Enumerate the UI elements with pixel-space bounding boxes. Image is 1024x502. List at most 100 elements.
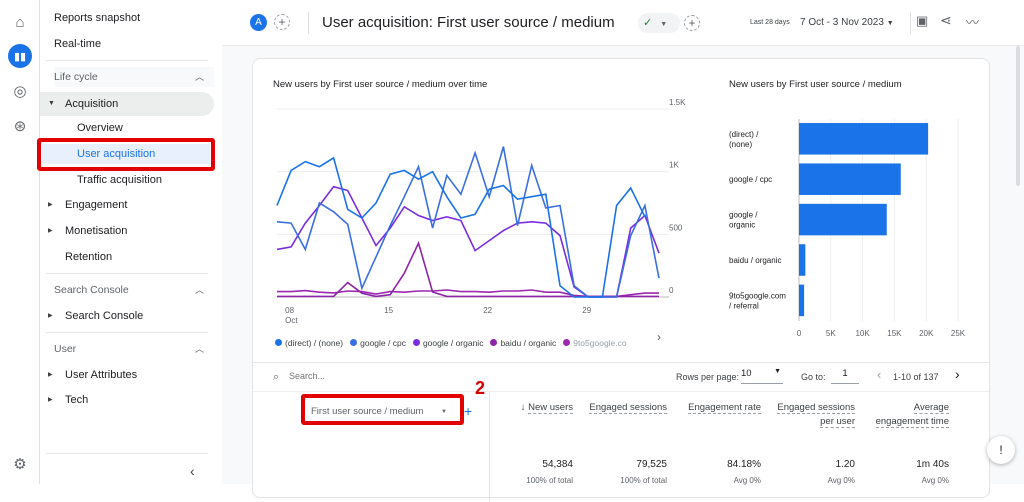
caret-down-icon: ▼ (48, 100, 55, 107)
sidebar-item-user-attributes[interactable]: ▶ User Attributes (40, 365, 215, 385)
annotation-2: 2 (475, 378, 486, 398)
legend-item[interactable]: google / organic (412, 338, 483, 348)
column-total: 54,384 (542, 459, 573, 470)
caret-right-icon: ▶ (48, 397, 53, 403)
home-icon[interactable]: ⌂ (15, 13, 25, 31)
sidebar-item-monetisation[interactable]: ▶ Monetisation (40, 221, 215, 241)
goto-page-input[interactable]: 1 (831, 368, 859, 384)
legend-label: baidu / organic (500, 337, 557, 348)
column-header-label: New users (528, 402, 573, 414)
sidebar-item-overview[interactable]: Overview (77, 122, 123, 134)
sidebar-item-engagement[interactable]: ▶ Engagement (40, 195, 215, 215)
customize-report-icon[interactable]: ▣ (916, 13, 929, 28)
highlight-box-1 (37, 138, 215, 171)
legend-item[interactable]: baidu / organic (490, 338, 556, 348)
column-header-label: Engagement rate (688, 402, 761, 414)
y-tick-label: 1.5K (669, 98, 686, 107)
x-tick-label: 22 (483, 306, 492, 315)
sidebar-item-traffic-acquisition[interactable]: Traffic acquisition (77, 174, 162, 186)
caret-right-icon: ▶ (48, 228, 53, 234)
date-range-value: 7 Oct - 3 Nov 2023 (800, 17, 884, 28)
legend-item[interactable]: google / cpc (350, 338, 406, 348)
sort-desc-icon: ↓ (520, 402, 529, 413)
legend-swatch (275, 339, 282, 346)
sidebar-item-realtime[interactable]: Real-time (54, 38, 102, 50)
column-total-sub: 100% of total (526, 476, 573, 485)
table-search-input[interactable] (289, 371, 439, 381)
page-title: User acquisition: First user source / me… (322, 14, 615, 31)
sidebar-item-tech[interactable]: ▶ Tech (40, 390, 215, 410)
legend-swatch (490, 339, 498, 346)
section-life-cycle[interactable]: Life cycle ︿ (54, 67, 214, 87)
legend-item[interactable]: 9to5google.co (563, 337, 627, 348)
x-tick-label: 0 (797, 329, 802, 338)
dropdown-arrow-icon: ▼ (660, 21, 668, 28)
share-icon[interactable]: ⋖ (940, 12, 952, 28)
check-circle-icon: ✓ (643, 17, 653, 29)
chevron-up-icon: ︿ (194, 72, 204, 82)
column-header[interactable]: Engagement rate (681, 401, 761, 415)
insights-icon[interactable]: 〰 (966, 15, 980, 30)
section-search-console[interactable]: Search Console ︿ (54, 280, 214, 300)
rows-per-page-select[interactable]: 10 ▼ (741, 368, 783, 384)
reports-icon[interactable]: ▮▮ (8, 44, 32, 68)
sidebar-item-search-console[interactable]: ▶ Search Console (40, 306, 215, 326)
add-filter-button[interactable]: + (684, 15, 700, 31)
add-dimension-button[interactable]: + (464, 403, 473, 419)
settings-icon[interactable]: ⚙ (13, 456, 27, 473)
legend-next-button[interactable]: › (657, 330, 661, 344)
legend-label: 9to5google.co (573, 337, 627, 348)
add-comparison-button[interactable]: + (274, 14, 290, 30)
item-label: Acquisition (65, 98, 119, 110)
caret-right-icon: ▶ (48, 372, 53, 378)
line-chart-title: New users by First user source / medium … (273, 79, 488, 90)
explore-icon[interactable]: ◎ (13, 83, 27, 100)
sidebar-item-acquisition[interactable]: ▼ Acquisition (40, 92, 214, 116)
x-tick-label: 20K (919, 329, 934, 338)
column-total: 1.20 (835, 459, 855, 470)
legend-item[interactable]: (direct) / (none) (275, 338, 343, 348)
legend-swatch (350, 339, 358, 346)
feedback-button[interactable]: ! (987, 436, 1015, 464)
item-label: Tech (65, 394, 89, 406)
sidebar-item-user-acquisition[interactable]: User acquisition (42, 144, 210, 164)
column-header-label: Average engagement time (875, 402, 949, 428)
series-line (276, 156, 646, 298)
legend-label: (direct) / (none) (285, 337, 344, 348)
x-tick-label: 5K (826, 329, 836, 338)
column-header[interactable]: Engaged sessions (587, 401, 667, 415)
column-header[interactable]: ↓ New users (493, 401, 573, 415)
advertising-icon[interactable]: ⊛ (13, 118, 27, 135)
section-label: User (54, 343, 77, 355)
dropdown-arrow-icon: ▼ (774, 368, 781, 375)
x-tick-label: 15K (887, 329, 902, 338)
pagination-text: 1-10 of 137 (893, 372, 939, 382)
next-page-button[interactable]: › (955, 366, 960, 382)
sidebar: Reports snapshot Real-time Life cycle ︿ ▼… (40, 0, 222, 484)
category-label: (direct) / (none) (729, 130, 759, 149)
bar (799, 284, 805, 317)
sidebar-item-reports-snapshot[interactable]: Reports snapshot (54, 12, 141, 24)
column-header[interactable]: Average engagement time (869, 401, 949, 429)
column-header[interactable]: Engaged sessions per user (775, 401, 855, 429)
column-header-label: Engaged sessions (589, 402, 667, 414)
sidebar-item-retention[interactable]: Retention (65, 251, 113, 263)
collapse-sidebar-button[interactable]: ‹ (190, 463, 195, 479)
section-label: Life cycle (54, 71, 98, 83)
y-tick-label: 0 (669, 286, 674, 295)
legend-swatch (563, 339, 571, 346)
x-tick-label: 15 (384, 306, 393, 315)
prev-page-button[interactable]: ‹ (877, 367, 882, 382)
dimension-select[interactable]: First user source / medium ▼ (311, 402, 453, 422)
date-range-picker[interactable]: 7 Oct - 3 Nov 2023 ▼ (800, 17, 894, 28)
avatar[interactable]: A (250, 14, 267, 31)
report-status-button[interactable]: ✓ ▼ (638, 13, 680, 33)
bar (799, 244, 806, 276)
section-user[interactable]: User ︿ (54, 339, 214, 359)
bar (799, 203, 887, 236)
column-total: 1m 40s (916, 459, 949, 470)
line-chart: 0 500 1K 1.5K 08 15 22 29 Oct (276, 98, 686, 325)
x-tick-label: 25K (951, 329, 966, 338)
column-header-label: Engaged sessions per user (777, 402, 855, 428)
scrollbar[interactable] (1016, 46, 1020, 186)
